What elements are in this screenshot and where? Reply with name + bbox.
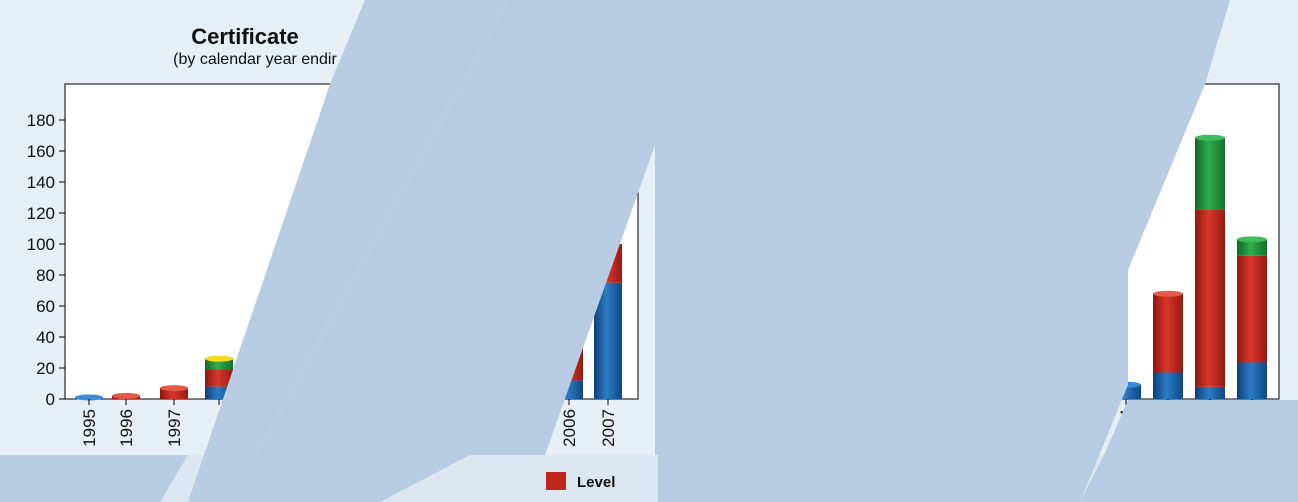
- bar-stack: [75, 394, 103, 401]
- bar-cap: [1195, 134, 1225, 141]
- bar-stack: [1237, 236, 1267, 399]
- y-tick-label: 80: [36, 266, 55, 285]
- bar-stack: [160, 385, 188, 399]
- y-tick-label: 160: [27, 142, 55, 161]
- occlusion-band: [765, 0, 1128, 502]
- x-tick-label: 1997: [165, 409, 184, 447]
- occlusion-band: [1104, 400, 1298, 455]
- bar-segment: [1237, 255, 1267, 363]
- bar-stack: [112, 392, 140, 399]
- x-tick-label: 1995: [80, 409, 99, 447]
- bar-segment: [1195, 209, 1225, 387]
- y-tick-label: 20: [36, 359, 55, 378]
- x-tick-label: 2006: [560, 409, 579, 447]
- y-tick-label: 40: [36, 328, 55, 347]
- y-tick-label: 180: [27, 111, 55, 130]
- bar-segment: [1195, 386, 1225, 399]
- x-tick-label: 2007: [599, 409, 618, 447]
- bar-stack: [1195, 134, 1225, 399]
- legend-label: Level: [577, 474, 615, 491]
- bar-cap: [75, 394, 103, 401]
- bar-cap: [160, 385, 188, 392]
- occlusion-band: [1128, 0, 1230, 270]
- y-tick-label: 0: [46, 390, 55, 409]
- bar-cap: [1153, 290, 1183, 297]
- y-tick-label: 140: [27, 173, 55, 192]
- occlusion-band: [1080, 455, 1298, 502]
- y-tick-label: 100: [27, 235, 55, 254]
- y-axis: 0 20 40 60 80 100 120 140 160 180: [27, 111, 65, 409]
- bar-segment: [160, 388, 188, 399]
- occlusion-band: [188, 0, 508, 502]
- bar-segment: [1153, 372, 1183, 399]
- x-axis: 1995 1996 1997 2006 2007: [80, 399, 618, 447]
- bar-segment: [1195, 137, 1225, 210]
- bar-cap: [1237, 236, 1267, 243]
- chart-title: Certificate: [191, 24, 299, 49]
- bar-stack: [1153, 290, 1183, 399]
- legend: Level: [546, 472, 615, 491]
- occlusion-band: [230, 0, 655, 502]
- occlusion-band: [0, 455, 188, 502]
- y-tick-label: 60: [36, 297, 55, 316]
- bar-segment: [205, 358, 233, 370]
- bar-segment: [1237, 362, 1267, 399]
- x-tick-label: 1996: [117, 409, 136, 447]
- bar-cap: [112, 392, 140, 399]
- chart-subtitle: (by calendar year endir: [173, 51, 337, 68]
- bar-segment: [1237, 239, 1267, 256]
- bar-segment: [205, 369, 233, 387]
- y-tick-label: 120: [27, 204, 55, 223]
- legend-swatch-red: [546, 472, 566, 490]
- bar-segment: [1153, 293, 1183, 373]
- bar-cap: [205, 355, 233, 362]
- occlusion-band: [658, 0, 765, 502]
